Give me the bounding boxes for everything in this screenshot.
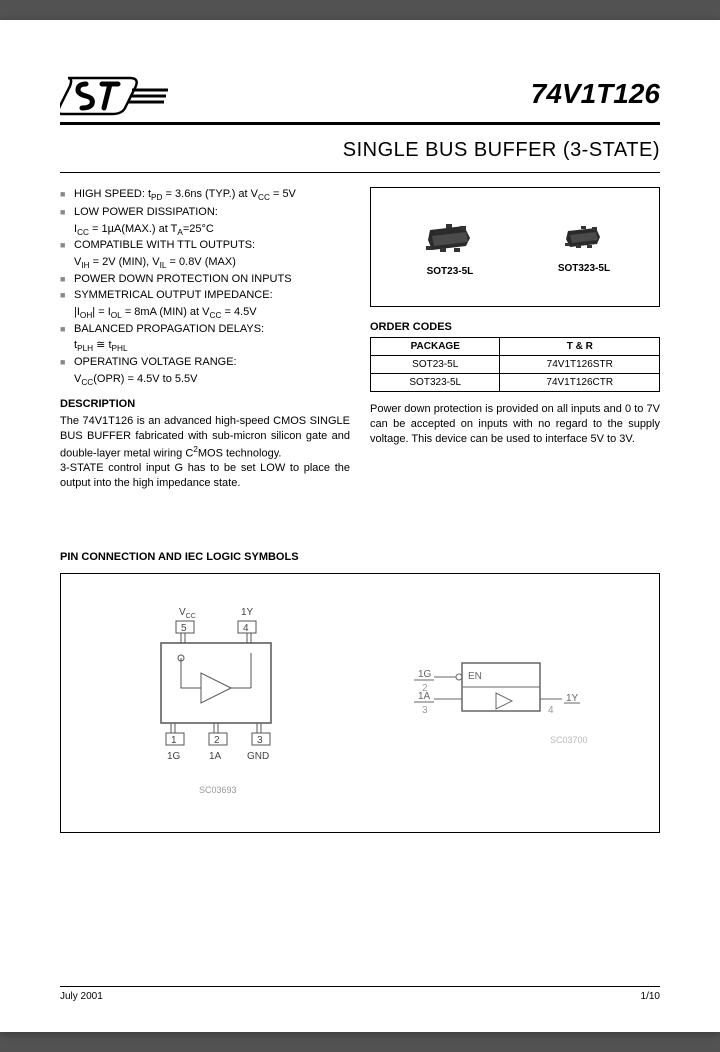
svg-text:3: 3 [257, 735, 263, 746]
content-columns: ■HIGH SPEED: tPD = 3.6ns (TYP.) at VCC =… [60, 187, 660, 491]
pin-connection-diagram: VCC 1Y 5 4 [121, 593, 321, 813]
chip-icon [420, 218, 480, 258]
table-cell: 74V1T126STR [500, 356, 660, 374]
svg-text:VCC: VCC [179, 607, 196, 620]
features-list: ■HIGH SPEED: tPD = 3.6ns (TYP.) at VCC =… [60, 187, 350, 388]
left-column: ■HIGH SPEED: tPD = 3.6ns (TYP.) at VCC =… [60, 187, 350, 491]
part-number: 74V1T126 [531, 78, 660, 110]
order-codes-table: PACKAGE T & R SOT23-5L 74V1T126STR SOT32… [370, 337, 660, 392]
svg-text:4: 4 [243, 623, 249, 634]
datasheet-page: 74V1T126 SINGLE BUS BUFFER (3-STATE) ■HI… [0, 20, 720, 1032]
package-diagram-box: SOT23-5L SOT323-5L [370, 187, 660, 307]
svg-text:1: 1 [171, 735, 177, 746]
feature-item: ■OPERATING VOLTAGE RANGE: [60, 355, 350, 370]
feature-sub: tPLH ≅ tPHL [60, 338, 350, 354]
feature-sub: |IOH| = IOL = 8mA (MIN) at VCC = 4.5V [60, 305, 350, 321]
feature-item: ■LOW POWER DISSIPATION: [60, 205, 350, 220]
feature-sub: VCC(OPR) = 4.5V to 5.5V [60, 372, 350, 388]
feature-item: ■SYMMETRICAL OUTPUT IMPEDANCE: [60, 288, 350, 303]
description-heading: DESCRIPTION [60, 398, 350, 410]
right-description: Power down protection is provided on all… [370, 402, 660, 447]
feature-item: ■HIGH SPEED: tPD = 3.6ns (TYP.) at VCC =… [60, 187, 350, 203]
pin-section-heading: PIN CONNECTION AND IEC LOGIC SYMBOLS [60, 551, 660, 563]
svg-text:GND: GND [247, 751, 269, 762]
feature-sub: VIH = 2V (MIN), VIL = 0.8V (MAX) [60, 255, 350, 271]
right-column: SOT23-5L SOT323-5L ORDER CODES [370, 187, 660, 491]
svg-text:1G: 1G [418, 669, 432, 680]
st-logo [60, 70, 170, 118]
package-label: SOT323-5L [558, 263, 610, 274]
svg-text:3: 3 [422, 705, 428, 716]
package-sot323: SOT323-5L [558, 221, 610, 274]
footer-rule [60, 986, 660, 987]
iec-logic-diagram: 1G 2 1A 3 EN 1Y 4 [400, 633, 600, 773]
svg-text:1Y: 1Y [241, 607, 254, 618]
rule-top [60, 122, 660, 125]
package-label: SOT23-5L [420, 266, 480, 277]
svg-text:5: 5 [181, 623, 187, 634]
table-cell: 74V1T126CTR [500, 374, 660, 392]
table-header: T & R [500, 338, 660, 356]
table-row: SOT323-5L 74V1T126CTR [371, 374, 660, 392]
svg-text:1A: 1A [418, 691, 431, 702]
pin-section: PIN CONNECTION AND IEC LOGIC SYMBOLS VCC… [60, 551, 660, 833]
chip-icon [560, 221, 608, 255]
pin-diagram-box: VCC 1Y 5 4 [60, 573, 660, 833]
svg-text:SC03693: SC03693 [199, 785, 237, 795]
svg-text:1A: 1A [209, 751, 222, 762]
feature-item: ■POWER DOWN PROTECTION ON INPUTS [60, 272, 350, 287]
header: 74V1T126 [60, 70, 660, 118]
package-sot23: SOT23-5L [420, 218, 480, 277]
svg-text:EN: EN [468, 671, 482, 682]
svg-text:1G: 1G [167, 751, 181, 762]
footer: July 2001 1/10 [60, 986, 660, 1002]
table-row: SOT23-5L 74V1T126STR [371, 356, 660, 374]
svg-text:4: 4 [548, 705, 554, 716]
footer-page: 1/10 [641, 991, 660, 1002]
table-header: PACKAGE [371, 338, 500, 356]
svg-text:2: 2 [214, 735, 220, 746]
rule-sub [60, 172, 660, 173]
footer-date: July 2001 [60, 991, 103, 1002]
table-cell: SOT23-5L [371, 356, 500, 374]
subtitle: SINGLE BUS BUFFER (3-STATE) [60, 139, 660, 162]
feature-sub: ICC = 1µA(MAX.) at TA=25°C [60, 222, 350, 238]
feature-item: ■BALANCED PROPAGATION DELAYS: [60, 322, 350, 337]
svg-text:SC03700: SC03700 [550, 735, 588, 745]
description-body: The 74V1T126 is an advanced high-speed C… [60, 414, 350, 491]
svg-text:1Y: 1Y [566, 693, 579, 704]
table-cell: SOT323-5L [371, 374, 500, 392]
feature-item: ■COMPATIBLE WITH TTL OUTPUTS: [60, 238, 350, 253]
order-codes-heading: ORDER CODES [370, 321, 660, 333]
